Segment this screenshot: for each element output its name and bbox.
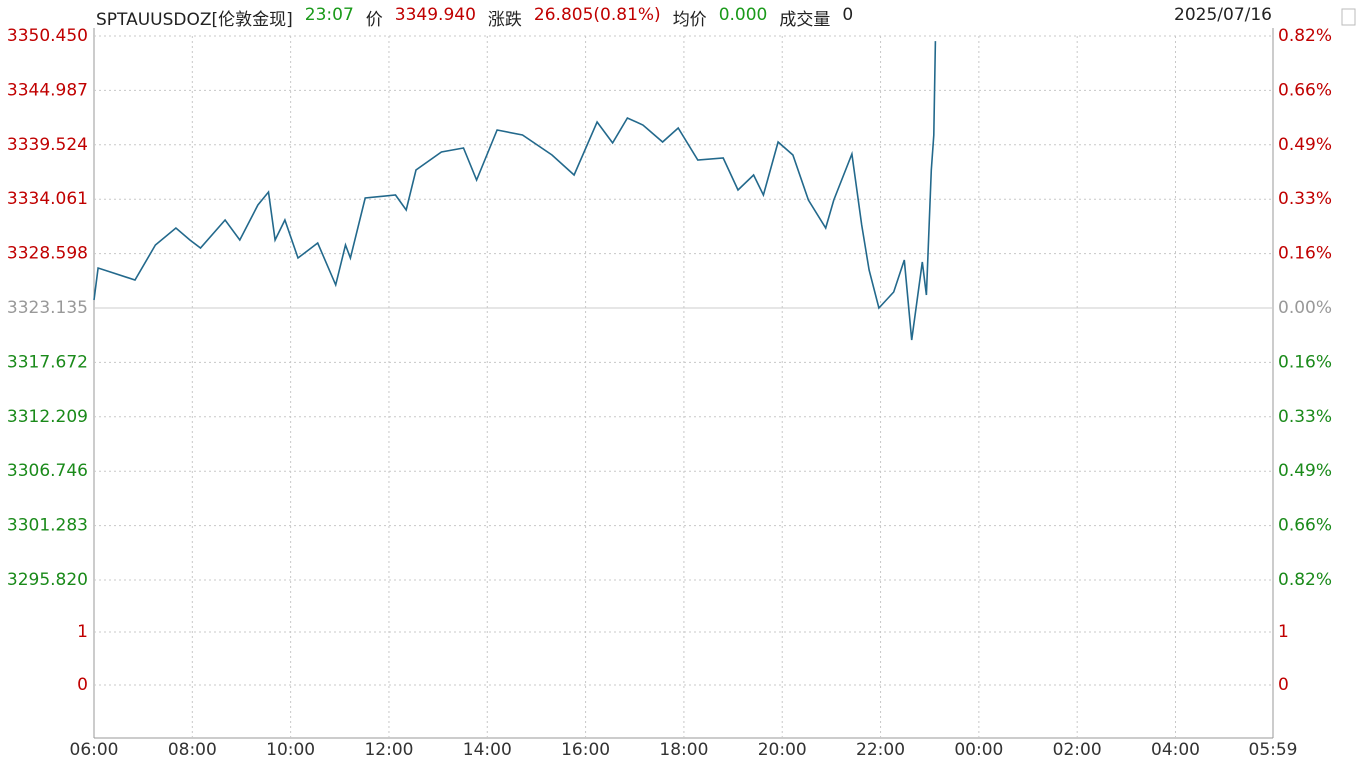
volume: 0	[842, 5, 854, 25]
x-tick-label: 18:00	[659, 740, 708, 760]
y-tick-label: 3301.283	[7, 516, 88, 536]
x-tick-label: 12:00	[364, 740, 413, 760]
y2-tick-label: 0.33%	[1278, 189, 1332, 209]
x-tick-label: 16:00	[561, 740, 610, 760]
y-tick-label: 3312.209	[7, 407, 88, 427]
x-tick-label: 02:00	[1053, 740, 1102, 760]
x-tick-label: 04:00	[1151, 740, 1200, 760]
y-tick-label: 1	[77, 622, 88, 642]
y-tick-label: 0	[77, 675, 88, 695]
y2-tick-label: 0.82%	[1278, 570, 1332, 590]
avg-label: 均价	[672, 10, 707, 30]
y-tick-label: 3344.987	[7, 80, 88, 100]
icon	[1341, 8, 1356, 26]
date: 2025/07/16	[1174, 5, 1272, 25]
y2-tick-label: 0.82%	[1278, 26, 1332, 46]
y-tick-label: 3306.746	[7, 461, 88, 481]
time: 23:07	[304, 5, 354, 25]
x-tick-label: 14:00	[463, 740, 512, 760]
y2-tick-label: 0.66%	[1278, 516, 1332, 536]
price: 3349.940	[394, 5, 476, 25]
y-tick-label: 3334.061	[7, 189, 88, 209]
volume-label: 成交量	[779, 10, 831, 30]
symbol: SPTAUUSDOZ[伦敦金现]	[96, 10, 293, 30]
y-tick-label: 3295.820	[7, 570, 88, 590]
x-tick-label: 00:00	[954, 740, 1003, 760]
change: 26.805(0.81%)	[533, 5, 661, 25]
price-line	[93, 41, 937, 341]
y-tick-label: 3323.135	[7, 298, 88, 318]
y2-tick-label: 1	[1278, 622, 1289, 642]
x-tick-label: 05:59	[1249, 740, 1298, 760]
y2-tick-label: 0.16%	[1278, 352, 1332, 372]
y-tick-label: 3328.598	[7, 244, 88, 264]
y2-tick-label: 0	[1278, 675, 1289, 695]
x-tick-label: 10:00	[266, 740, 315, 760]
change-label: 涨跌	[487, 10, 522, 30]
y2-tick-label: 0.66%	[1278, 80, 1332, 100]
avg: 0.000	[718, 5, 768, 25]
header: SPTAUUSDOZ[伦敦金现] 23:07 价 3349.940 涨跌 26.…	[96, 5, 853, 30]
y2-tick-label: 0.16%	[1278, 244, 1332, 264]
x-tick-label: 20:00	[758, 740, 807, 760]
y2-tick-label: 0.00%	[1278, 298, 1332, 318]
y-tick-label: 3350.450	[7, 26, 88, 46]
y2-tick-label: 0.49%	[1278, 135, 1332, 155]
y-tick-label: 3339.524	[7, 135, 88, 155]
y-tick-label: 3317.672	[7, 352, 88, 372]
y2-tick-label: 0.49%	[1278, 461, 1332, 481]
x-tick-label: 08:00	[168, 740, 217, 760]
x-tick-label: 06:00	[70, 740, 119, 760]
x-tick-label: 22:00	[856, 740, 905, 760]
y2-tick-label: 0.33%	[1278, 407, 1332, 427]
price-label: 价	[365, 10, 383, 30]
